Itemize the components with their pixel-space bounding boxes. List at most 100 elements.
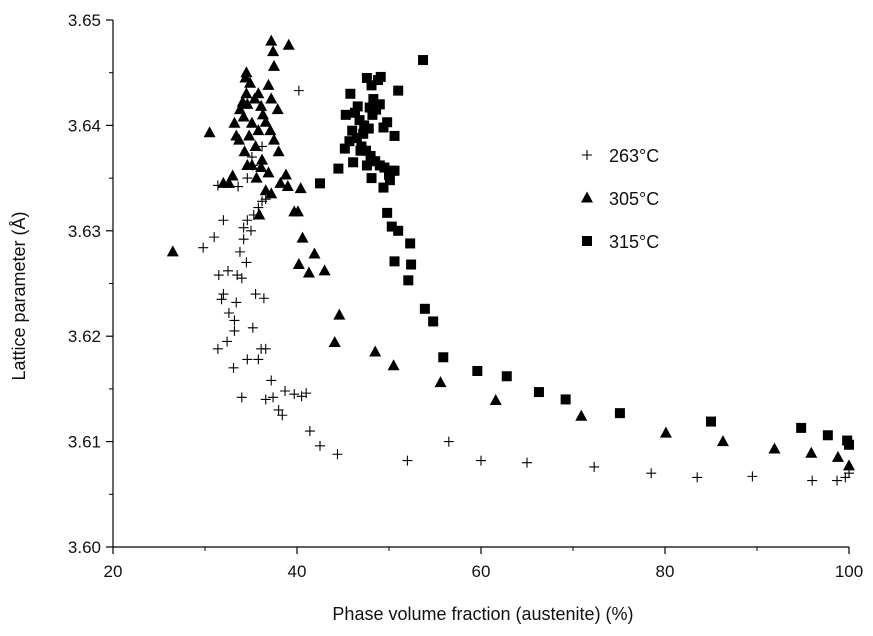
legend: 263°C 305°C 315°C: [581, 146, 659, 252]
series-triangle: [166, 34, 855, 471]
square-point: [358, 128, 369, 139]
plus-point: [522, 457, 532, 468]
square-point: [315, 178, 325, 189]
square-point: [367, 109, 378, 120]
plus-point: [198, 242, 209, 253]
legend-marker-plus: [582, 150, 592, 160]
triangle-point: [226, 169, 239, 181]
plus-point: [293, 85, 304, 96]
triangle-point: [291, 205, 304, 217]
square-point: [560, 394, 571, 405]
plus-point: [242, 173, 253, 184]
square-point: [366, 80, 377, 91]
square-point: [384, 175, 395, 186]
plus-point: [250, 289, 261, 300]
plus-point: [223, 308, 234, 319]
triangle-point: [253, 208, 266, 220]
triangle-point: [294, 182, 307, 194]
square-point: [361, 145, 371, 156]
plus-point: [266, 375, 277, 386]
series-square: [315, 55, 854, 450]
y-tick-label: 3.62: [68, 327, 101, 346]
square-point: [438, 352, 449, 363]
square-point: [355, 145, 366, 156]
square-point: [379, 162, 390, 173]
triangle-point: [434, 376, 447, 388]
plus-point: [229, 315, 240, 326]
legend-label: 315°C: [609, 232, 659, 252]
triangle-point: [264, 124, 277, 136]
square-point: [844, 439, 854, 450]
square-point: [374, 99, 385, 110]
square-point: [533, 387, 544, 398]
square-point: [378, 182, 389, 193]
square-point: [340, 109, 351, 120]
square-point: [347, 125, 358, 136]
triangle-point: [659, 426, 672, 438]
plus-point: [223, 265, 233, 276]
plus-point: [258, 293, 269, 304]
legend-label: 263°C: [609, 146, 659, 166]
square-point: [366, 173, 377, 184]
plus-point: [241, 257, 252, 268]
triangle-point: [768, 442, 781, 454]
triangle-point: [252, 87, 265, 99]
triangle-point: [292, 258, 305, 270]
y-tick-label: 3.64: [68, 116, 101, 135]
triangle-point: [575, 409, 588, 421]
square-point: [348, 157, 359, 168]
triangle-point: [308, 247, 321, 259]
triangle-point: [259, 115, 272, 127]
square-point: [822, 430, 833, 441]
square-point: [389, 256, 400, 267]
plus-point: [747, 471, 758, 482]
square-point: [361, 160, 372, 171]
triangle-point: [265, 34, 278, 46]
plus-point: [443, 436, 454, 447]
square-point: [389, 130, 400, 141]
triangle-point: [296, 231, 309, 243]
triangle-point: [272, 145, 285, 157]
triangle-point: [228, 116, 241, 128]
plus-point: [242, 215, 253, 226]
square-point: [345, 88, 356, 99]
series-plus: [198, 85, 854, 486]
triangle-point: [249, 139, 262, 151]
plus-point: [589, 461, 600, 472]
y-tick-label: 3.60: [68, 538, 101, 557]
plus-point: [228, 362, 239, 373]
triangle-point: [244, 76, 257, 88]
plus-point: [301, 388, 312, 399]
triangle-point: [265, 92, 278, 104]
plus-point: [402, 455, 413, 466]
axes: 20 40 60 80 100 3.60 3.61 3.62 3.63 3.64 3.65: [68, 11, 863, 581]
triangle-point: [256, 153, 269, 165]
plus-point: [209, 232, 220, 243]
square-point: [382, 207, 393, 218]
plus-point: [238, 234, 249, 245]
triangle-point: [831, 450, 844, 462]
triangle-point: [843, 459, 855, 471]
square-point: [393, 85, 404, 96]
triangle-point: [262, 166, 275, 178]
square-point: [333, 163, 344, 174]
plus-point: [238, 222, 249, 233]
x-tick-label: 80: [656, 562, 675, 581]
square-point: [614, 408, 625, 419]
triangle-point: [240, 66, 253, 78]
triangle-point: [271, 103, 284, 115]
square-point: [339, 143, 350, 154]
square-point: [371, 104, 382, 115]
triangle-point: [318, 264, 331, 276]
plus-point: [260, 194, 271, 205]
triangle-point: [252, 124, 265, 136]
plus-point: [213, 270, 224, 281]
square-point: [351, 133, 362, 144]
square-point: [352, 101, 363, 112]
x-tick-label: 20: [104, 562, 123, 581]
plus-point: [304, 426, 315, 437]
triangle-point: [222, 176, 235, 188]
triangle-point: [245, 116, 258, 128]
square-point: [406, 259, 417, 270]
